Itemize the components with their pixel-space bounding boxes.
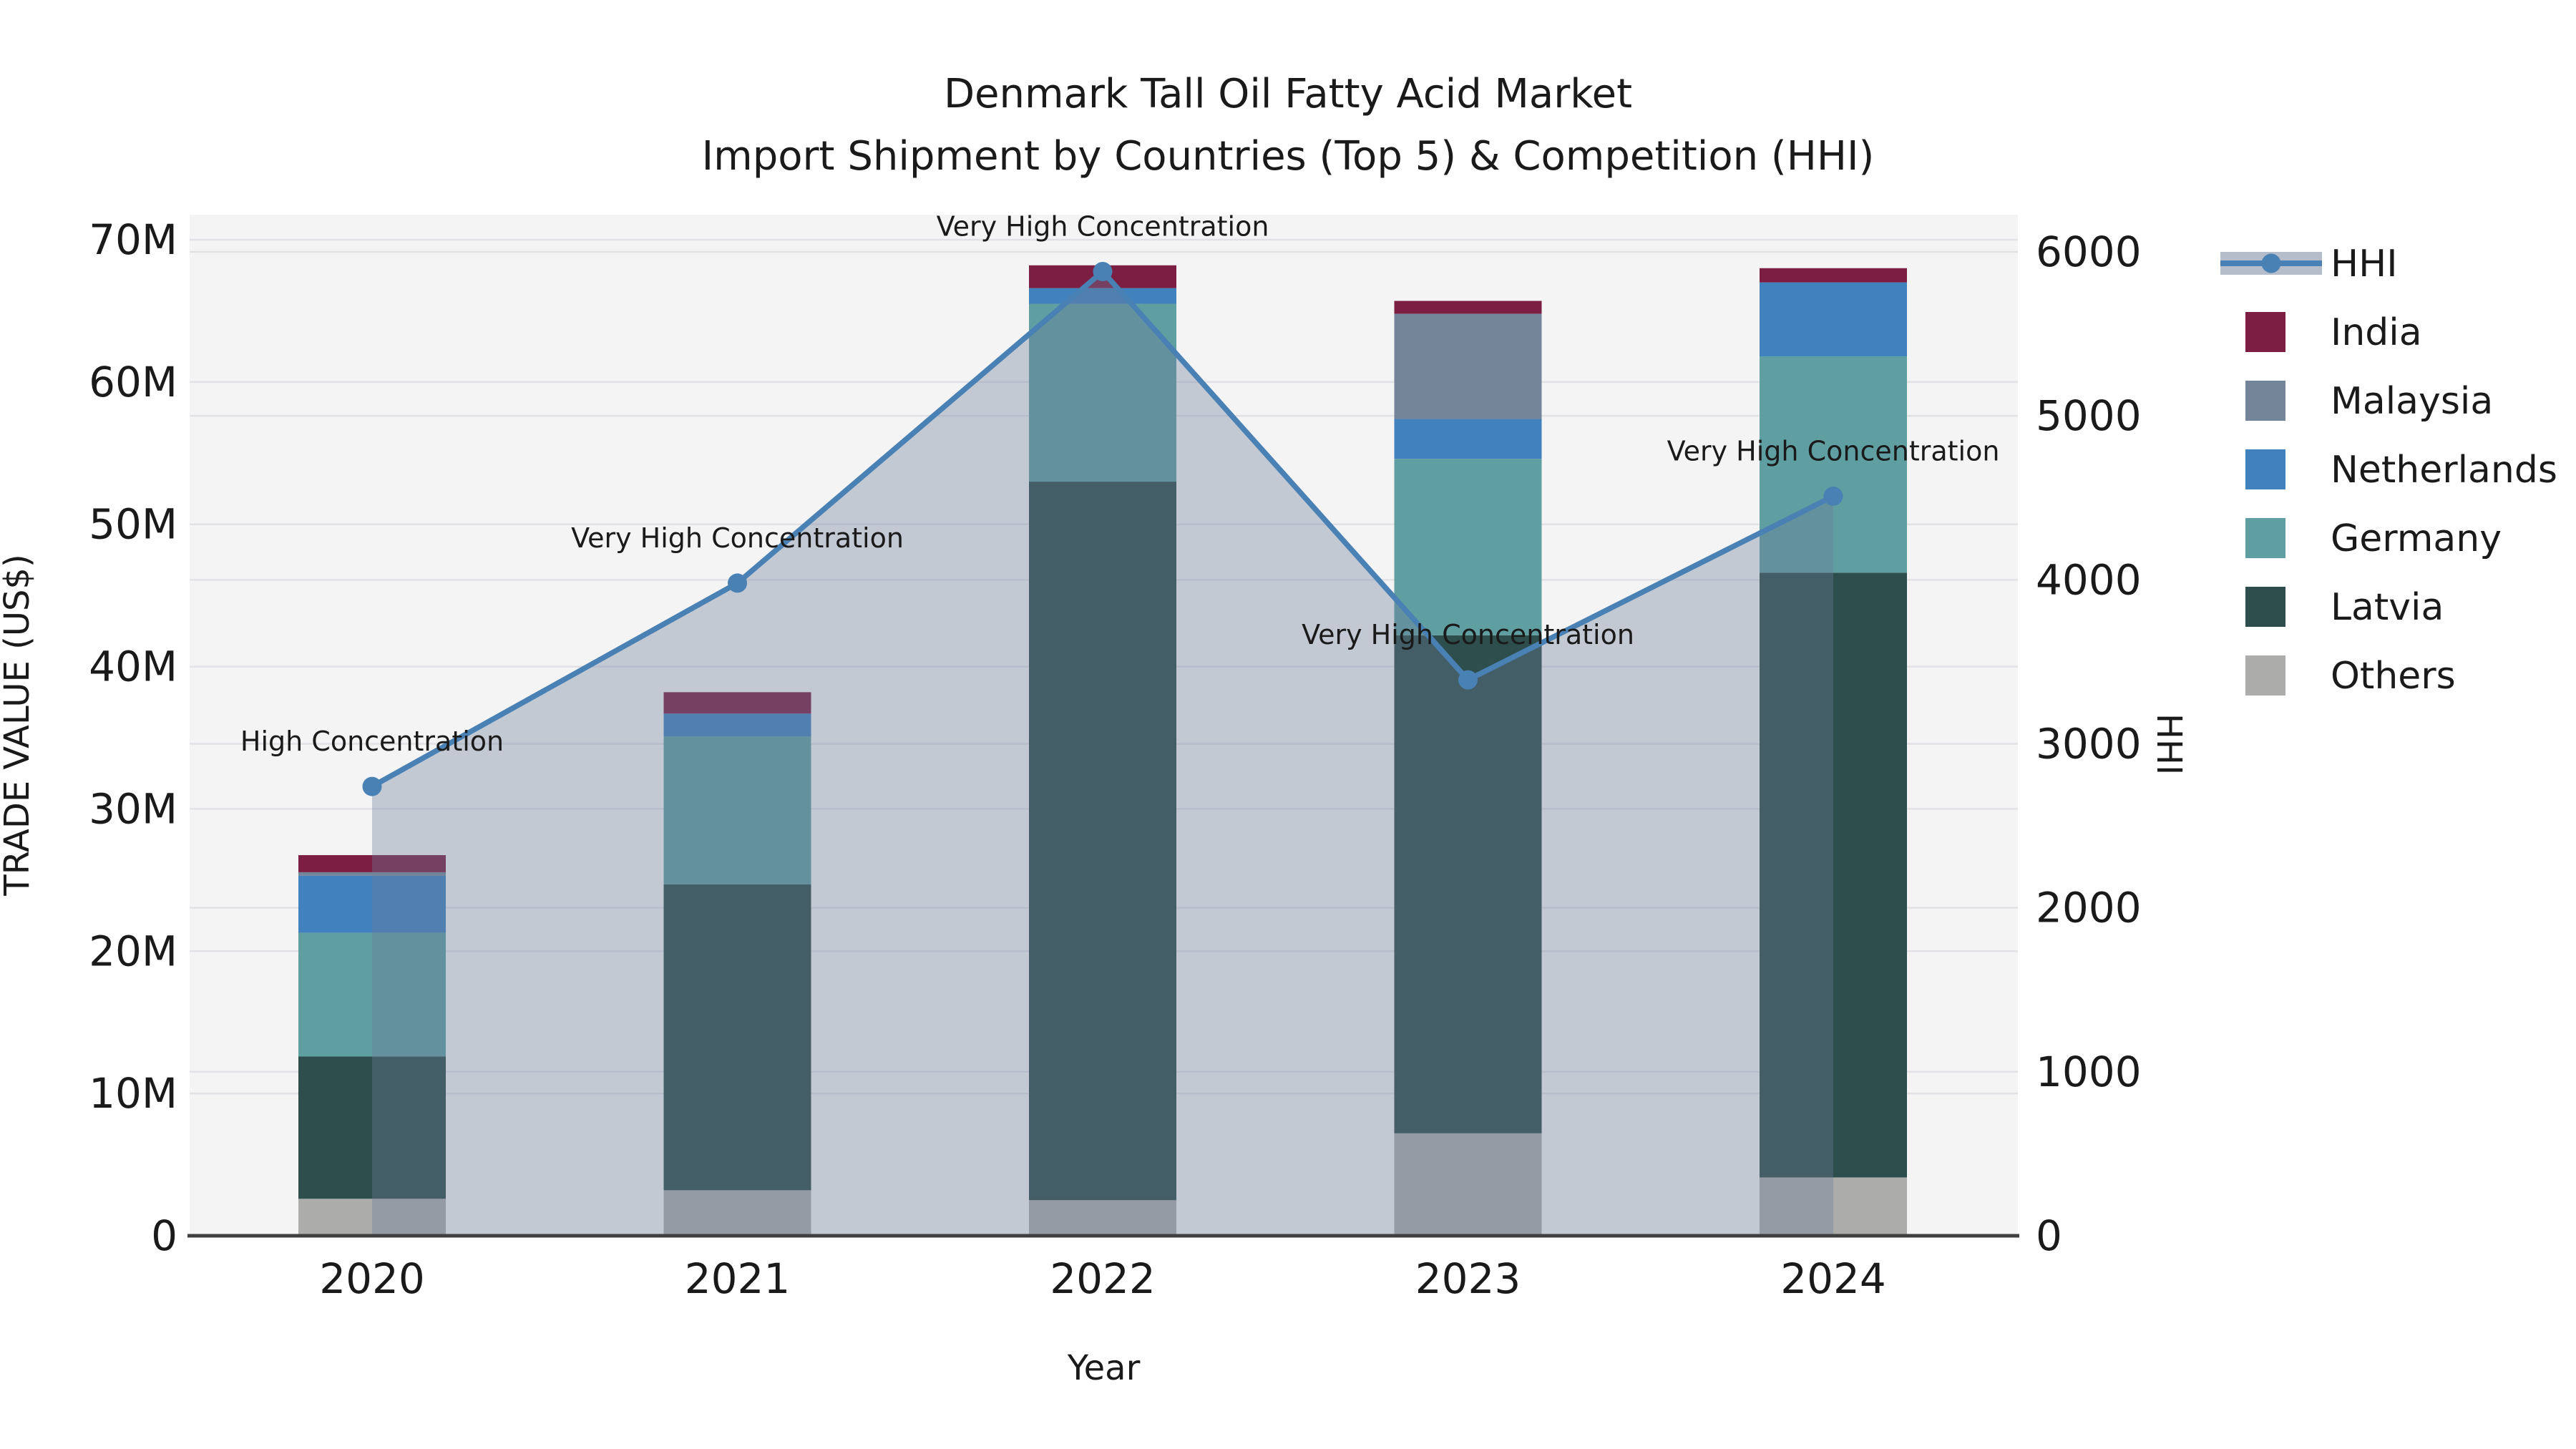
legend-item-india: India — [2245, 311, 2422, 354]
x-tick-label-2022: 2022 — [1050, 1254, 1156, 1303]
legend-item-others: Others — [2245, 655, 2456, 698]
y-left-tick-label-20M: 20M — [89, 927, 177, 975]
y-right-tick-label-2000: 2000 — [2036, 884, 2142, 932]
y-right-tick-label-6000: 6000 — [2036, 228, 2142, 276]
bar-segment-india-2020 — [298, 855, 446, 872]
legend-item-latvia: Latvia — [2245, 586, 2444, 629]
y-left-tick-label-40M: 40M — [89, 643, 177, 691]
y-left-tick-label-50M: 50M — [89, 500, 177, 549]
legend-item-netherlands: Netherlands — [2245, 449, 2557, 492]
bar-segment-india-2021 — [663, 692, 811, 714]
annotation-label-2020: High Concentration — [240, 726, 504, 757]
bar-segment-germany-2024 — [1760, 356, 1907, 573]
bar-2024 — [1760, 268, 1907, 1236]
legend-swatch-latvia — [2245, 587, 2285, 627]
chart-title-line2: Import Shipment by Countries (Top 5) & C… — [702, 133, 1875, 180]
legend-item-malaysia: Malaysia — [2245, 380, 2493, 423]
y-right-tick-label-1000: 1000 — [2036, 1048, 2142, 1096]
annotation-label-2024: Very High Concentration — [1667, 435, 2000, 467]
bar-segment-others-2021 — [663, 1190, 811, 1236]
hhi-point-2024 — [1823, 486, 1843, 506]
annotation-label-2023: Very High Concentration — [1302, 619, 1634, 650]
legend: HHI India Malaysia Netherlands Germany Latvia… — [2220, 243, 2557, 698]
legend-label-india: India — [2331, 311, 2422, 354]
legend-label-netherlands: Netherlands — [2331, 449, 2557, 492]
x-tick-label-2020: 2020 — [319, 1254, 425, 1303]
bar-segment-netherlands-2023 — [1394, 419, 1542, 459]
bar-segment-india-2023 — [1394, 301, 1542, 314]
y-left-tick-label-70M: 70M — [89, 215, 177, 264]
y-right-tick-label-5000: 5000 — [2036, 391, 2142, 440]
hhi-point-2023 — [1458, 670, 1478, 690]
bars-group — [298, 265, 1907, 1236]
y-right-tick-label-0: 0 — [2036, 1211, 2062, 1260]
x-tick-labels: 2020 2021 2022 2023 2024 — [319, 1254, 1886, 1303]
bar-2023 — [1394, 301, 1542, 1236]
y-right-tick-labels: 0 1000 2000 3000 4000 5000 6000 — [2036, 228, 2142, 1260]
x-tick-label-2021: 2021 — [685, 1254, 791, 1303]
bar-2021 — [663, 692, 811, 1236]
x-axis-title: Year — [1067, 1348, 1141, 1388]
hhi-area-fill — [372, 271, 1833, 1236]
bar-segment-netherlands-2024 — [1760, 282, 1907, 357]
bar-segment-latvia-2024 — [1760, 572, 1907, 1178]
bar-segment-malaysia-2020 — [298, 872, 446, 876]
bar-segment-india-2024 — [1760, 268, 1907, 283]
x-tick-label-2023: 2023 — [1415, 1254, 1521, 1303]
y-left-tick-label-30M: 30M — [89, 784, 177, 833]
chart-title-line1: Denmark Tall Oil Fatty Acid Market — [944, 71, 1632, 117]
bar-segment-germany-2020 — [298, 932, 446, 1057]
bar-2020 — [298, 855, 446, 1236]
y-axis-right-title: HHI — [2149, 713, 2189, 775]
legend-swatch-malaysia — [2245, 381, 2285, 421]
bar-segment-others-2023 — [1394, 1133, 1542, 1236]
bar-segment-germany-2022 — [1029, 303, 1176, 482]
annotations: High Concentration Very High Concentratio… — [240, 211, 2000, 758]
legend-label-malaysia: Malaysia — [2331, 380, 2493, 423]
bar-segment-latvia-2020 — [298, 1056, 446, 1199]
bar-segment-others-2020 — [298, 1199, 446, 1236]
y-left-tick-label-10M: 10M — [89, 1069, 177, 1118]
y-right-tick-label-4000: 4000 — [2036, 555, 2142, 604]
bar-segment-latvia-2023 — [1394, 635, 1542, 1133]
y-left-tick-label-0: 0 — [151, 1211, 177, 1260]
y-axis-left-title: TRADE VALUE (US$) — [0, 554, 37, 896]
hhi-point-2021 — [728, 573, 747, 593]
bar-segment-malaysia-2023 — [1394, 313, 1542, 419]
legend-swatch-others — [2245, 655, 2285, 696]
legend-item-germany: Germany — [2245, 517, 2502, 560]
bar-2022 — [1029, 265, 1176, 1236]
bar-segment-netherlands-2021 — [663, 713, 811, 737]
y-left-tick-labels: 0 10M 20M 30M 40M 50M 60M 70M — [89, 215, 177, 1260]
bar-segment-germany-2021 — [663, 736, 811, 884]
bar-segment-others-2024 — [1760, 1177, 1907, 1236]
legend-label-germany: Germany — [2331, 517, 2502, 560]
bar-segment-netherlands-2020 — [298, 875, 446, 933]
bar-segment-latvia-2022 — [1029, 482, 1176, 1201]
bar-segment-latvia-2021 — [663, 884, 811, 1191]
legend-label-hhi: HHI — [2331, 243, 2398, 286]
y-left-tick-label-60M: 60M — [89, 358, 177, 406]
legend-label-latvia: Latvia — [2331, 586, 2444, 629]
legend-swatch-netherlands — [2245, 449, 2285, 489]
legend-swatch-india — [2245, 312, 2285, 352]
legend-hhi-marker-icon — [2261, 253, 2281, 273]
y-right-tick-label-3000: 3000 — [2036, 720, 2142, 769]
x-tick-label-2024: 2024 — [1780, 1254, 1886, 1303]
bar-segment-others-2022 — [1029, 1200, 1176, 1236]
legend-label-others: Others — [2331, 655, 2456, 698]
hhi-point-2020 — [362, 776, 382, 796]
hhi-point-2022 — [1093, 262, 1113, 281]
legend-swatch-germany — [2245, 518, 2285, 558]
annotation-label-2021: Very High Concentration — [571, 522, 904, 554]
legend-item-hhi: HHI — [2220, 243, 2398, 286]
annotation-label-2022: Very High Concentration — [937, 211, 1269, 243]
bar-segment-germany-2023 — [1394, 459, 1542, 635]
